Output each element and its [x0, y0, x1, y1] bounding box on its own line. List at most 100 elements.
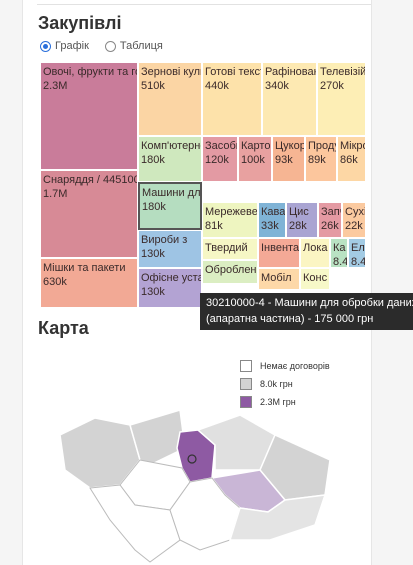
treemap-cell-label: Машини для — [142, 187, 200, 199]
treemap-cell[interactable]: Конс — [300, 268, 330, 290]
treemap-cell-label: Мережеве — [205, 206, 257, 218]
map-title: Карта — [38, 318, 89, 338]
treemap-cell-label: Зернові культури — [141, 66, 201, 78]
treemap-cell-label: Цис — [289, 206, 309, 218]
treemap-cell[interactable]: Мобіл — [258, 268, 300, 290]
treemap-cell[interactable]: Картон 100k — [238, 136, 272, 182]
treemap-cell-value: 22k — [345, 220, 363, 232]
treemap-tooltip: 30210000-4 - Машини для обробки даних (а… — [200, 293, 413, 330]
legend-swatch-low — [240, 378, 252, 390]
treemap-cell[interactable]: Рафінована 340k — [262, 62, 317, 136]
legend-label: 8.0k грн — [260, 379, 293, 389]
treemap-cell-label: Овочі, фрукти та горіхи — [43, 66, 137, 78]
treemap-cell-label: Конс — [303, 272, 328, 284]
treemap-cell-value: 180k — [142, 201, 166, 213]
treemap-cell-label: Ел — [351, 242, 365, 254]
treemap-cell-value: 26k — [321, 220, 339, 232]
view-toggle: Графік Таблиця — [40, 40, 175, 52]
region-south-east[interactable] — [228, 494, 327, 541]
treemap-cell-value: 440k — [205, 80, 229, 92]
legend-item: Немає договорів — [240, 357, 330, 375]
treemap-cell[interactable]: Комп'ютерне 180k — [138, 136, 202, 182]
treemap-cell[interactable]: Ел 8.4 — [348, 238, 366, 268]
divider — [37, 4, 371, 5]
treemap-cell[interactable]: Овочі, фрукти та горіхи 2.3M — [40, 62, 138, 170]
treemap-cell[interactable]: Цукор 93k — [272, 136, 305, 182]
kyiv-marker[interactable] — [187, 454, 197, 464]
treemap-cell[interactable]: Кава 33k — [258, 202, 286, 238]
treemap-cell-label: Продукти — [308, 140, 336, 152]
treemap-cell-label: Офісне устаткування — [141, 272, 201, 284]
map-legend: Немає договорів 8.0k грн 2.3M грн — [240, 357, 330, 411]
treemap-cell-value: 8.4 — [333, 256, 347, 268]
treemap-cell-value: 93k — [275, 154, 293, 166]
treemap-cell[interactable]: Зернові культури 510k — [138, 62, 202, 136]
treemap-cell-label: Лока — [303, 242, 328, 254]
treemap-cell-value: 180k — [141, 154, 165, 166]
treemap-cell[interactable]: Готові текстильні 440k — [202, 62, 262, 136]
radio-table[interactable] — [104, 40, 116, 52]
treemap-cell[interactable]: Інвентар — [258, 238, 300, 268]
treemap-cell-label: Телевізійні — [320, 66, 365, 78]
treemap-cell-value: 630k — [43, 276, 67, 288]
treemap-cell-value: 130k — [141, 248, 165, 260]
treemap-cell-value: 8.4 — [351, 256, 365, 268]
treemap-cell-label: Кава — [261, 206, 285, 218]
ukraine-map — [59, 409, 331, 563]
treemap-cell[interactable]: Засоби 120k — [202, 136, 238, 182]
treemap-cell-value: 120k — [205, 154, 229, 166]
treemap-cell[interactable]: Мішки та пакети 630k — [40, 258, 138, 308]
treemap-cell-value: 270k — [320, 80, 344, 92]
treemap-cell-value: 1.7M — [43, 188, 68, 200]
radio-table-label[interactable]: Таблиця — [119, 40, 163, 52]
treemap-cell-label: Картон — [241, 140, 271, 152]
region-south-west[interactable] — [89, 484, 181, 563]
treemap-cell-value: 510k — [141, 80, 165, 92]
treemap-cell-value: 340k — [265, 80, 289, 92]
treemap-cell[interactable]: Запчастини 26k — [318, 202, 342, 238]
treemap-cell[interactable]: Лока — [300, 238, 330, 268]
treemap-cell[interactable]: Цис 28k — [286, 202, 318, 238]
treemap-cell-label: Снаряддя / 44510000 — [43, 174, 137, 186]
tooltip-code-line: 30210000-4 - Машини для обробки даних — [206, 297, 413, 309]
treemap-cell[interactable]: Твердий — [202, 238, 258, 260]
legend-item: 8.0k грн — [240, 375, 330, 393]
treemap-cell[interactable]: Снаряддя / 44510000 1.7M — [40, 170, 138, 258]
treemap-cell-label: Мобіл — [261, 272, 292, 284]
treemap-cell-label: Оброблене — [205, 264, 257, 276]
legend-label: Немає договорів — [260, 361, 330, 371]
treemap-cell-value: 81k — [205, 220, 223, 232]
treemap-cell[interactable]: Ка 8.4 — [330, 238, 348, 268]
treemap-cell[interactable]: Офісне устаткування 130k — [138, 268, 202, 308]
treemap-cell-label: Мікро — [340, 140, 365, 152]
legend-item: 2.3M грн — [240, 393, 330, 411]
treemap-cell-label: Цукор — [275, 140, 304, 152]
treemap-cell[interactable]: Мережеве 81k — [202, 202, 258, 238]
procurement-treemap: Овочі, фрукти та горіхи 2.3M Снаряддя / 44… — [40, 62, 366, 308]
legend-label: 2.3M грн — [260, 397, 296, 407]
treemap-cell-label: Ка — [333, 242, 346, 254]
treemap-cell[interactable]: Мікро 86k — [337, 136, 366, 182]
treemap-cell-label: Мішки та пакети — [43, 262, 126, 274]
treemap-cell[interactable]: Машини для 180k — [138, 182, 202, 230]
treemap-cell-label: Сухі — [345, 206, 365, 218]
region-north-west[interactable] — [129, 409, 186, 466]
treemap-cell-label: Твердий — [205, 242, 248, 254]
treemap-cell-label: Готові текстильні — [205, 66, 261, 78]
treemap-cell-value: 33k — [261, 220, 279, 232]
treemap-cell[interactable]: Оброблене — [202, 260, 258, 284]
radio-chart-label[interactable]: Графік — [55, 40, 89, 52]
legend-swatch-none — [240, 360, 252, 372]
treemap-cell-label: Засоби — [205, 140, 237, 152]
treemap-cell-label: Рафінована — [265, 66, 316, 78]
tooltip-detail-line: (апаратна частина) - 175 000 грн — [206, 313, 374, 325]
treemap-cell-value: 28k — [289, 220, 307, 232]
radio-chart[interactable] — [40, 40, 51, 52]
treemap-cell[interactable]: Продукти 89k — [305, 136, 337, 182]
treemap-cell-label: Запчастини — [321, 206, 341, 218]
treemap-cell[interactable]: Вироби з 130k — [138, 230, 202, 268]
procurement-title: Закупівлі — [38, 13, 122, 33]
treemap-cell[interactable]: Сухі 22k — [342, 202, 366, 238]
treemap-cell[interactable]: Телевізійні 270k — [317, 62, 366, 136]
treemap-cell-label: Комп'ютерне — [141, 140, 201, 152]
